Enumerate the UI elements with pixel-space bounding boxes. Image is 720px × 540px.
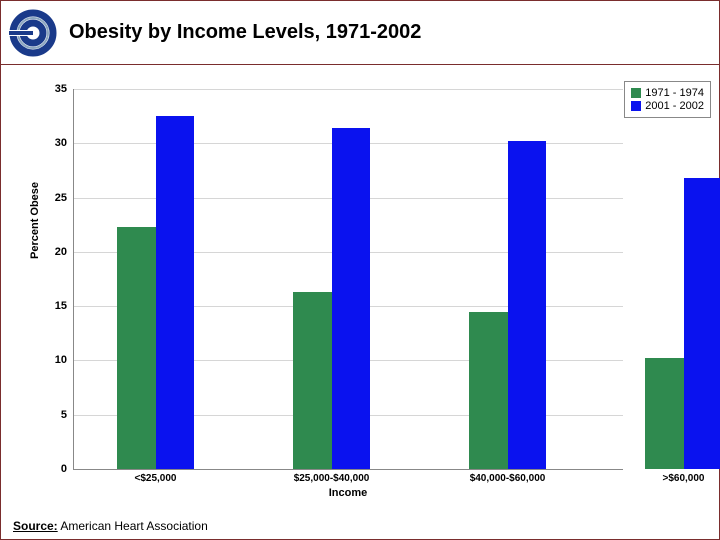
source-text: American Heart Association	[60, 519, 207, 533]
logo-icon	[9, 9, 57, 57]
x-axis-label: Income	[329, 487, 368, 499]
slide-frame: Obesity by Income Levels, 1971-2002 1971…	[0, 0, 720, 540]
y-tick-label: 0	[61, 463, 67, 475]
y-axis-label: Percent Obese	[29, 182, 41, 259]
header: Obesity by Income Levels, 1971-2002	[1, 1, 719, 65]
legend: 1971 - 19742001 - 2002	[624, 81, 711, 118]
plot-area: Percent Obese Income 05101520253035<$25,…	[73, 89, 623, 469]
y-axis	[73, 89, 74, 469]
page-title: Obesity by Income Levels, 1971-2002	[69, 21, 421, 44]
y-tick-label: 5	[61, 409, 67, 421]
bar	[293, 292, 332, 469]
grid-line	[73, 469, 623, 470]
legend-item: 1971 - 1974	[631, 87, 704, 99]
bar	[332, 128, 371, 469]
bar	[645, 358, 684, 469]
legend-swatch	[631, 88, 641, 98]
source-line: Source: American Heart Association	[13, 519, 208, 533]
y-tick-label: 30	[55, 137, 67, 149]
bar	[117, 227, 156, 469]
y-tick-label: 20	[55, 246, 67, 258]
bar	[156, 116, 195, 469]
bar	[508, 141, 547, 469]
x-tick-label: >$60,000	[663, 473, 705, 484]
source-label: Source:	[13, 519, 58, 533]
chart-container: 1971 - 19742001 - 2002 Percent Obese Inc…	[21, 81, 711, 501]
x-tick-label: <$25,000	[135, 473, 177, 484]
y-tick-label: 35	[55, 83, 67, 95]
x-tick-label: $25,000-$40,000	[294, 473, 370, 484]
legend-label: 2001 - 2002	[645, 100, 704, 112]
y-tick-label: 25	[55, 192, 67, 204]
bar	[469, 312, 508, 469]
y-tick-label: 15	[55, 300, 67, 312]
legend-swatch	[631, 101, 641, 111]
legend-item: 2001 - 2002	[631, 100, 704, 112]
x-tick-label: $40,000-$60,000	[470, 473, 546, 484]
y-tick-label: 10	[55, 354, 67, 366]
grid-line	[73, 89, 623, 90]
bar	[684, 178, 720, 469]
legend-label: 1971 - 1974	[645, 87, 704, 99]
